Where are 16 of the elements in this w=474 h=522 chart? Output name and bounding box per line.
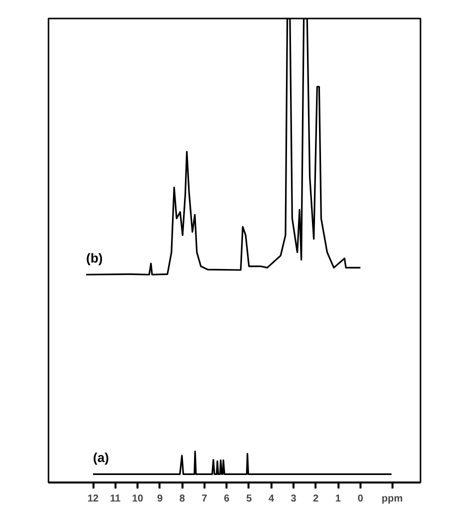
x-tick-label: 12 (87, 494, 100, 504)
x-tick-label: 6 (224, 494, 230, 504)
x-tick-label: 3 (290, 494, 297, 504)
x-tick-label: 4 (268, 494, 274, 504)
x-tick-label: 8 (179, 494, 186, 504)
x-tick-label: 7 (202, 494, 208, 504)
x-tick-label: 9 (157, 494, 164, 504)
x-tick-label: 11 (110, 494, 122, 504)
x-tick-label: 2 (313, 494, 320, 504)
x-tick-label: 5 (246, 494, 252, 504)
series-label: (a) (93, 450, 109, 465)
x-tick-label: 1 (335, 494, 342, 504)
x-tick-label: 10 (132, 494, 144, 504)
x-tick-label: ppm (382, 494, 403, 504)
x-tick-label: 0 (358, 494, 364, 504)
series-label: (b) (86, 250, 103, 266)
